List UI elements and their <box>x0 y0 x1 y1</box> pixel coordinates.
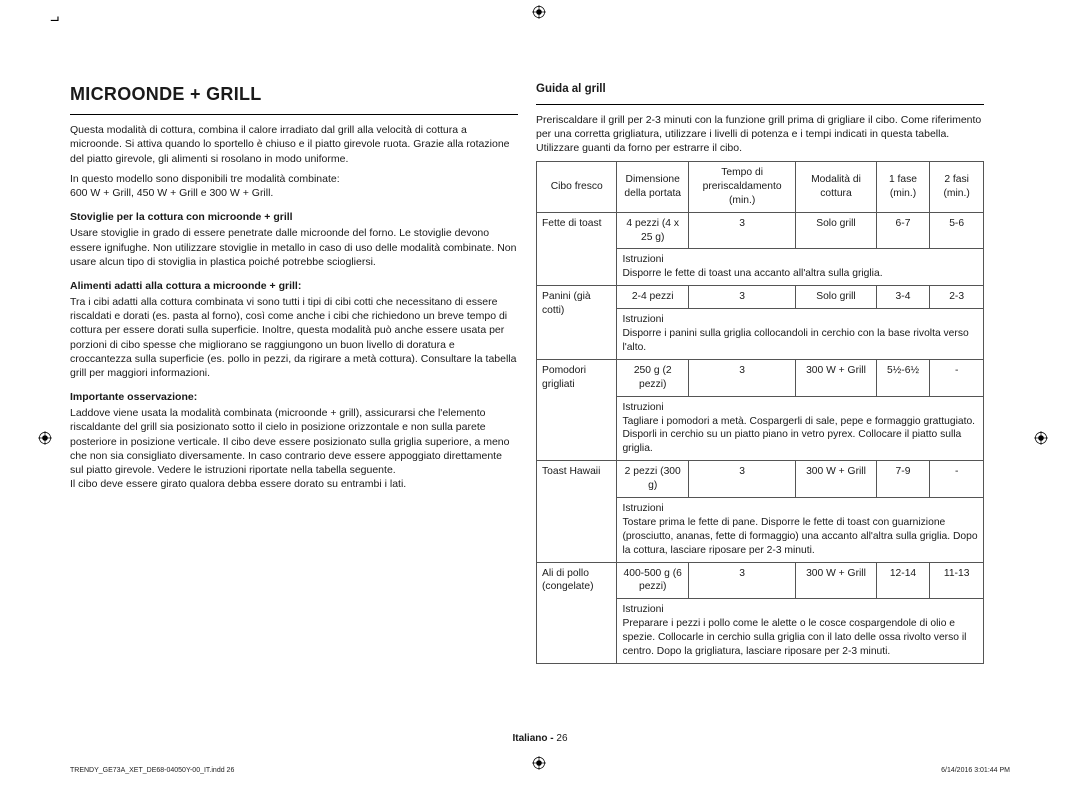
cell-size: 4 pezzi (4 x 25 g) <box>617 212 689 249</box>
cell-food: Pomodori grigliati <box>537 359 617 460</box>
cell-pre: 3 <box>688 359 795 396</box>
th-size: Dimensione della portata <box>617 162 689 213</box>
foods-para: Tra i cibi adatti alla cottura combinata… <box>70 295 518 380</box>
registration-mark-left <box>38 429 52 450</box>
cell-instr: Istruzioni Disporre i panini sulla grigl… <box>617 309 984 360</box>
cell-mode: 300 W + Grill <box>796 461 876 498</box>
cell-p2: 2-3 <box>930 286 984 309</box>
subtitle-rule <box>536 104 984 105</box>
cell-food: Fette di toast <box>537 212 617 286</box>
crop-mark-tl: ⌐ <box>50 10 59 28</box>
cell-instr: Istruzioni Disporre le fette di toast un… <box>617 249 984 286</box>
table-row: Fette di toast 4 pezzi (4 x 25 g) 3 Solo… <box>537 212 984 249</box>
cell-size: 2 pezzi (300 g) <box>617 461 689 498</box>
footer-page: 26 <box>556 733 567 744</box>
table-row: Toast Hawaii 2 pezzi (300 g) 3 300 W + G… <box>537 461 984 498</box>
print-footer: TRENDY_GE73A_XET_DE68-04050Y-00_IT.indd … <box>70 767 1010 774</box>
instr-label: Istruzioni <box>622 503 663 514</box>
left-column: MICROONDE + GRILL Questa modalità di cot… <box>70 82 518 664</box>
cell-p2: 11-13 <box>930 562 984 599</box>
instr-label: Istruzioni <box>622 314 663 325</box>
grill-guide-p1: Preriscaldare il grill per 2-3 minuti co… <box>536 113 984 141</box>
instr-label: Istruzioni <box>622 604 663 615</box>
cell-size: 400-500 g (6 pezzi) <box>617 562 689 599</box>
grill-table: Cibo fresco Dimensione della portata Tem… <box>536 161 984 664</box>
cell-pre: 3 <box>688 212 795 249</box>
intro-para: Questa modalità di cottura, combina il c… <box>70 123 518 166</box>
cell-pre: 3 <box>688 562 795 599</box>
cookware-para: Usare stoviglie in grado di essere penet… <box>70 226 518 269</box>
th-food: Cibo fresco <box>537 162 617 213</box>
cell-pre: 3 <box>688 286 795 309</box>
instr-label: Istruzioni <box>622 402 663 413</box>
cell-p2: - <box>930 359 984 396</box>
two-column-layout: MICROONDE + GRILL Questa modalità di cot… <box>70 82 1010 664</box>
cell-p2: 5-6 <box>930 212 984 249</box>
instr-text: Preparare i pezzi i pollo come le alette… <box>622 618 966 657</box>
print-timestamp: 6/14/2016 3:01:44 PM <box>941 767 1010 774</box>
instr-label: Istruzioni <box>622 254 663 265</box>
cell-p2: - <box>930 461 984 498</box>
grill-guide-title: Guida al grill <box>536 82 984 98</box>
footer-lang: Italiano <box>512 733 547 744</box>
cell-instr: Istruzioni Preparare i pezzi i pollo com… <box>617 599 984 664</box>
instr-text: Disporre le fette di toast una accanto a… <box>622 268 882 279</box>
page-footer: Italiano - 26 <box>70 733 1010 744</box>
cell-p1: 5½-6½ <box>876 359 930 396</box>
right-column: Guida al grill Preriscaldare il grill pe… <box>536 82 984 664</box>
title-rule <box>70 114 518 115</box>
table-row: Ali di pollo (congelate) 400-500 g (6 pe… <box>537 562 984 599</box>
cell-size: 250 g (2 pezzi) <box>617 359 689 396</box>
th-phase1: 1 fase (min.) <box>876 162 930 213</box>
instr-text: Tagliare i pomodori a metà. Cospargerli … <box>622 416 975 455</box>
subhead-cookware: Stoviglie per la cottura con microonde +… <box>70 210 518 224</box>
modes-list: 600 W + Grill, 450 W + Grill e 300 W + G… <box>70 186 518 200</box>
grill-guide-p2: Utilizzare guanti da forno per estrarre … <box>536 141 984 155</box>
cell-instr: Istruzioni Tagliare i pomodori a metà. C… <box>617 396 984 461</box>
cell-pre: 3 <box>688 461 795 498</box>
cell-p1: 12-14 <box>876 562 930 599</box>
cell-food: Toast Hawaii <box>537 461 617 562</box>
table-row: Panini (già cotti) 2-4 pezzi 3 Solo gril… <box>537 286 984 309</box>
subhead-note: Importante osservazione: <box>70 390 518 404</box>
cell-instr: Istruzioni Tostare prima le fette di pan… <box>617 497 984 562</box>
cell-mode: Solo grill <box>796 286 876 309</box>
cell-p1: 6-7 <box>876 212 930 249</box>
cell-food: Ali di pollo (congelate) <box>537 562 617 663</box>
cell-p1: 3-4 <box>876 286 930 309</box>
print-file: TRENDY_GE73A_XET_DE68-04050Y-00_IT.indd … <box>70 767 234 774</box>
cell-mode: Solo grill <box>796 212 876 249</box>
note-para-2: Il cibo deve essere girato qualora debba… <box>70 477 518 491</box>
th-phase2: 2 fasi (min.) <box>930 162 984 213</box>
cell-mode: 300 W + Grill <box>796 562 876 599</box>
instr-text: Disporre i panini sulla griglia collocan… <box>622 328 968 353</box>
table-header-row: Cibo fresco Dimensione della portata Tem… <box>537 162 984 213</box>
note-para-1: Laddove viene usata la modalità combinat… <box>70 406 518 477</box>
cell-size: 2-4 pezzi <box>617 286 689 309</box>
cell-food: Panini (già cotti) <box>537 286 617 360</box>
th-mode: Modalità di cottura <box>796 162 876 213</box>
modes-intro: In questo modello sono disponibili tre m… <box>70 172 518 186</box>
section-title: MICROONDE + GRILL <box>70 82 518 106</box>
registration-mark-right <box>1034 429 1048 450</box>
instr-text: Tostare prima le fette di pane. Disporre… <box>622 517 977 556</box>
cell-mode: 300 W + Grill <box>796 359 876 396</box>
subhead-foods: Alimenti adatti alla cottura a microonde… <box>70 279 518 293</box>
th-preheat: Tempo di preriscaldamento (min.) <box>688 162 795 213</box>
table-row: Pomodori grigliati 250 g (2 pezzi) 3 300… <box>537 359 984 396</box>
page-content: MICROONDE + GRILL Questa modalità di cot… <box>70 0 1010 792</box>
cell-p1: 7-9 <box>876 461 930 498</box>
